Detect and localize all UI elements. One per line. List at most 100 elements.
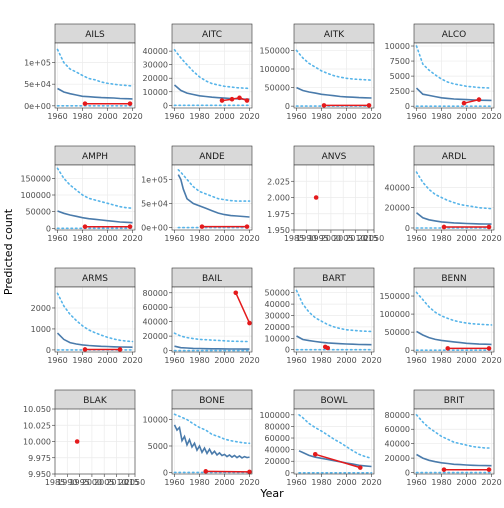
- x-tick-label: 2000: [456, 356, 476, 365]
- x-tick-label: 1960: [406, 234, 426, 243]
- predicted-line: [177, 174, 250, 218]
- x-tick-label: 1985: [45, 478, 65, 487]
- panel-border: [171, 408, 253, 475]
- x-tick-label: 2050: [125, 478, 145, 487]
- y-tick-label: 5000: [390, 72, 410, 81]
- observed-line: [221, 97, 248, 102]
- observed-point: [445, 346, 451, 351]
- x-tick-label: 1960: [47, 234, 67, 243]
- facet-panel-bowl: BOWL 1960 1980 2000 2020 0 20000 40000 60000 8000…: [259, 389, 382, 487]
- y-tick-label: 60000: [265, 434, 290, 443]
- x-tick-label: 2000: [97, 112, 117, 121]
- predicted-line: [174, 345, 250, 350]
- y-tick-label: 10.025: [23, 421, 51, 430]
- observed-point: [127, 101, 133, 106]
- observed-point: [82, 101, 88, 106]
- observed-point: [82, 347, 88, 352]
- predicted-line: [298, 450, 372, 468]
- y-tick-label: 50000: [265, 84, 290, 93]
- panel-border: [293, 42, 375, 109]
- predicted-line: [296, 86, 372, 99]
- facet-strip-title: BENN: [441, 274, 466, 284]
- panel-background: [172, 287, 252, 352]
- x-tick-label: 2020: [239, 356, 259, 365]
- panel-border: [171, 164, 253, 231]
- x-tick-label: 1960: [286, 478, 306, 487]
- observed-point: [357, 465, 363, 470]
- observed-line: [463, 98, 480, 104]
- observed-point: [244, 98, 250, 103]
- predicted-line: [415, 212, 492, 225]
- y-tick-label: 10000: [143, 416, 168, 425]
- y-tick-label: 0: [163, 468, 168, 477]
- x-tick-label: 2000: [214, 112, 234, 121]
- facet-panel-aitk: AITK 1960 1980 2000 2020 0 50000 100000 150000: [259, 23, 382, 121]
- predicted-line: [416, 330, 492, 346]
- upper-bound-line: [415, 45, 493, 89]
- panel-background: [414, 165, 494, 230]
- x-tick-label: 2010: [106, 478, 126, 487]
- panel-background: [294, 409, 374, 474]
- y-tick-label: 7500: [390, 57, 410, 66]
- facet-panel-ardl: ARDL 1960 1980 2000 2020 0 20000 40000: [385, 145, 502, 243]
- y-tick-label: 40000: [143, 318, 168, 327]
- panel-background: [294, 287, 374, 352]
- facet-strip-title: ALCO: [442, 30, 467, 40]
- observed-point: [476, 97, 482, 102]
- observed-line: [205, 470, 250, 473]
- facet-strip-title: ARDL: [442, 152, 466, 162]
- facet-panel-bone: BONE 1960 1980 2000 2020 0 5000 10000: [143, 389, 260, 487]
- panel-border: [54, 408, 136, 475]
- x-tick-label: 2000: [97, 234, 117, 243]
- observed-point: [219, 98, 225, 103]
- upper-bound-line: [56, 167, 134, 210]
- y-tick-label: 2000: [31, 304, 51, 313]
- x-tick-label: 1980: [189, 234, 209, 243]
- y-tick-label: 0: [46, 346, 51, 355]
- x-tick-label: 2000: [214, 356, 234, 365]
- upper-bound-line: [56, 292, 134, 343]
- y-tick-label: 60000: [143, 303, 168, 312]
- x-tick-label: 1980: [311, 112, 331, 121]
- y-tick-label: 20000: [265, 323, 290, 332]
- observed-line: [315, 453, 361, 469]
- upper-bound-line: [295, 49, 373, 81]
- observed-line: [235, 292, 251, 324]
- x-tick-label: 2020: [361, 112, 381, 121]
- y-tick-label: 40000: [385, 183, 410, 192]
- facet-strip-title: AITK: [324, 30, 345, 40]
- x-axis-label: Year: [259, 487, 284, 500]
- facet-panel-arms: ARMS 1960 1980 2000 2020 0 1000 2000: [31, 267, 143, 365]
- x-tick-label: 2020: [239, 234, 259, 243]
- y-tick-label: 0e+00: [24, 102, 51, 111]
- y-tick-label: 50000: [385, 328, 410, 337]
- upper-bound-line: [173, 332, 251, 343]
- observed-point: [486, 346, 492, 351]
- x-tick-label: 2000: [336, 112, 356, 121]
- y-tick-label: 30000: [265, 312, 290, 321]
- x-tick-label: 2020: [481, 478, 501, 487]
- y-tick-label: 5000: [148, 442, 168, 451]
- facet-strip-title: ANDE: [199, 152, 225, 162]
- y-tick-label: 20000: [385, 204, 410, 213]
- x-tick-label: 2020: [481, 356, 501, 365]
- x-tick-label: 1960: [164, 112, 184, 121]
- x-tick-label: 2020: [122, 234, 142, 243]
- y-tick-label: 100000: [20, 191, 51, 200]
- x-tick-label: 1980: [431, 234, 451, 243]
- x-tick-label: 2000: [456, 478, 476, 487]
- y-tick-label: 40000: [265, 300, 290, 309]
- facet-strip-title: BRIT: [444, 396, 465, 406]
- y-tick-label: 50000: [26, 208, 51, 217]
- upper-bound-line: [415, 171, 493, 210]
- x-tick-label: 2020: [481, 112, 501, 121]
- y-tick-label: 5e+04: [24, 80, 51, 89]
- y-tick-label: 20000: [265, 457, 290, 466]
- observed-point: [247, 320, 252, 326]
- y-tick-label: 80000: [385, 411, 410, 420]
- y-tick-label: 10.000: [23, 438, 51, 447]
- facet-panel-benn: BENN 1960 1980 2000 2020 0 50000 100000 150000: [379, 267, 502, 365]
- y-tick-label: 0: [285, 469, 290, 478]
